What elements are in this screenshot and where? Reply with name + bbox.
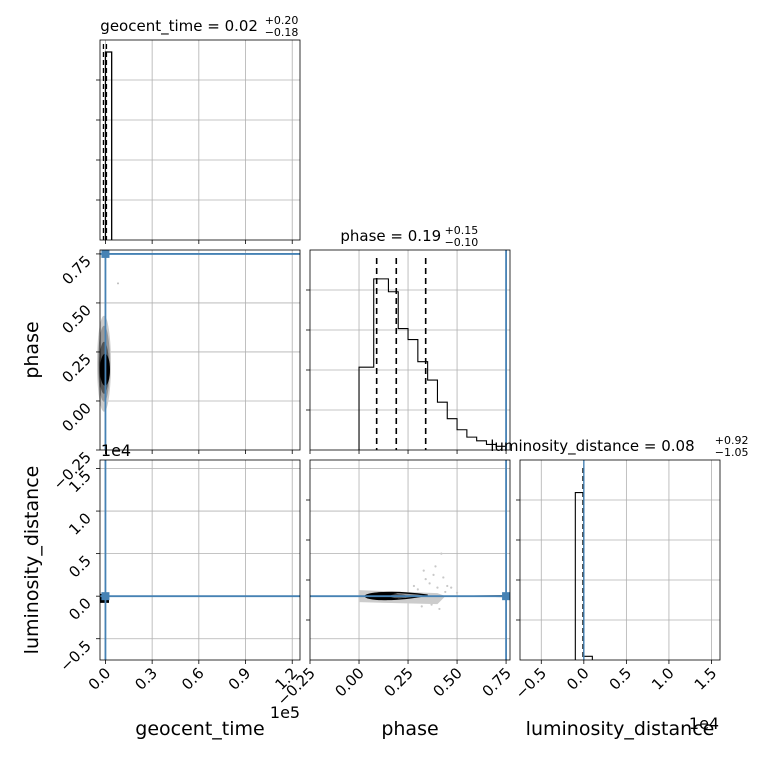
sample-point bbox=[422, 569, 425, 572]
sample-point bbox=[446, 584, 449, 588]
x-tick-label: 0.3 bbox=[131, 664, 161, 694]
y-axis-label-phase: phase bbox=[21, 321, 43, 378]
histogram-step bbox=[358, 278, 507, 450]
x-axis-label-geocent-time: geocent_time bbox=[135, 718, 264, 740]
x-tick-label: 0.9 bbox=[225, 664, 255, 694]
title-luminosity-distance-minus: −1.05 bbox=[715, 446, 749, 459]
title-luminosity-distance-plus: +0.92 bbox=[715, 434, 749, 447]
x-tick-label: 0.50 bbox=[430, 664, 466, 700]
panel-phase-hist bbox=[306, 249, 511, 454]
sample-point bbox=[438, 607, 441, 611]
x-tick-label: −0.5 bbox=[512, 664, 550, 702]
title-geocent-time-minus: −0.18 bbox=[265, 26, 299, 39]
sample-point bbox=[440, 552, 443, 555]
y-tick-label: 0.25 bbox=[58, 350, 94, 386]
sample-point bbox=[420, 605, 423, 608]
x-tick-label: 1.0 bbox=[648, 664, 678, 694]
title-phase-minus: −0.10 bbox=[445, 236, 479, 249]
x-tick-label: 0.75 bbox=[479, 664, 515, 700]
panel-frame bbox=[309, 249, 511, 451]
title-geocent-time: geocent_time = 0.02 bbox=[100, 17, 258, 36]
sample-point bbox=[428, 582, 431, 585]
panel-frame bbox=[99, 249, 301, 451]
title-luminosity-distance: luminosity_distance = 0.08 bbox=[490, 437, 694, 456]
sample-point bbox=[455, 591, 459, 594]
y-tick-label: 0.00 bbox=[58, 399, 94, 435]
y-tick-label: 1.0 bbox=[65, 509, 95, 539]
x-tick-label: 0.6 bbox=[178, 664, 208, 694]
x-axis-label-luminosity-distance: luminosity_distance bbox=[526, 718, 715, 740]
histogram-bar bbox=[104, 51, 113, 240]
x-tick-label: 0.0 bbox=[563, 664, 593, 694]
truth-marker bbox=[502, 592, 511, 601]
title-phase: phase = 0.19 bbox=[340, 227, 441, 245]
offset-label-luminosity-distance-y: 1e4 bbox=[101, 441, 131, 460]
title-geocent-time-plus: +0.20 bbox=[265, 14, 299, 27]
sample-point bbox=[434, 565, 437, 568]
y-axis-label-luminosity-distance: luminosity_distance bbox=[21, 466, 43, 655]
x-axis-label-phase: phase bbox=[381, 718, 438, 740]
sample-point bbox=[117, 282, 119, 285]
sample-point bbox=[442, 576, 445, 579]
panel-phase-vs-geocent-time bbox=[96, 249, 301, 454]
sample-point bbox=[424, 578, 427, 581]
panel-frame bbox=[309, 459, 511, 661]
y-tick-label: 0.50 bbox=[58, 301, 94, 337]
sample-point bbox=[436, 586, 439, 589]
title-phase-plus: +0.15 bbox=[445, 224, 479, 237]
truth-marker bbox=[101, 249, 110, 258]
sample-point bbox=[450, 586, 453, 589]
sample-point bbox=[412, 584, 416, 588]
sample-point bbox=[444, 590, 447, 594]
y-tick-label: 0.5 bbox=[65, 552, 95, 582]
offset-label-luminosity-distance-x: 1e4 bbox=[689, 714, 719, 733]
panel-geocent-time-hist bbox=[96, 39, 301, 244]
sample-point bbox=[430, 603, 433, 606]
truth-marker bbox=[101, 592, 110, 601]
x-tick-label: 0.5 bbox=[606, 664, 636, 694]
y-tick-label: 0.0 bbox=[65, 594, 95, 624]
panel-frame bbox=[99, 39, 301, 241]
panel-frame bbox=[519, 459, 721, 661]
panel-luminosity-distance-vs-geocent-time bbox=[96, 459, 301, 664]
y-tick-label: 0.75 bbox=[58, 252, 94, 288]
offset-label-geocent-time: 1e5 bbox=[270, 703, 300, 722]
panel-luminosity-distance-vs-phase bbox=[306, 459, 511, 664]
x-tick-label: 0.0 bbox=[85, 664, 115, 694]
sample-point bbox=[416, 588, 419, 591]
y-tick-label: −0.5 bbox=[56, 637, 94, 675]
x-tick-label: 1.5 bbox=[691, 664, 721, 694]
x-tick-label: 0.25 bbox=[381, 664, 417, 700]
x-tick-label: 0.00 bbox=[331, 664, 367, 700]
panel-frame bbox=[99, 459, 301, 661]
panel-luminosity-distance-hist bbox=[516, 459, 721, 664]
sample-point bbox=[432, 573, 435, 576]
